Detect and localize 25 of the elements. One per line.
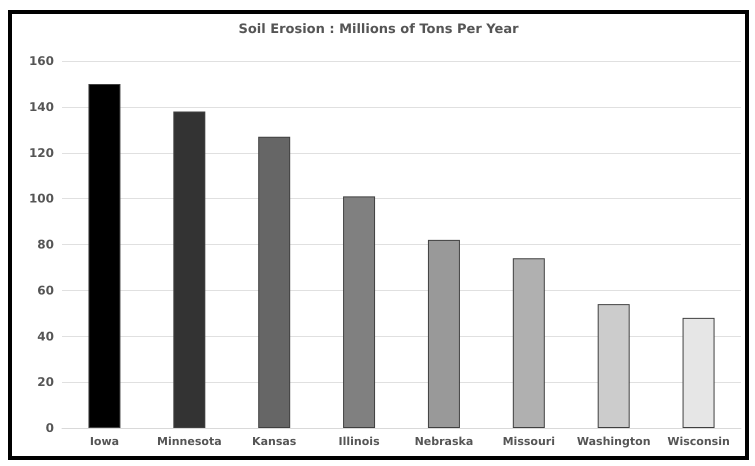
bar (258, 136, 290, 428)
x-tick-label: Minnesota (157, 435, 222, 448)
y-tick-label: 160 (28, 54, 54, 68)
bar (598, 304, 630, 428)
x-tick-label: Missouri (502, 435, 556, 448)
y-tick-label: 140 (28, 100, 54, 114)
x-tick-label: Illinois (338, 435, 380, 448)
bar (88, 84, 120, 428)
y-tick-label: 80 (37, 238, 54, 252)
x-tick-label: Kansas (252, 435, 297, 448)
bar (173, 111, 206, 428)
bar (343, 196, 376, 428)
x-tick-label: Iowa (90, 435, 120, 448)
y-tick-label: 100 (28, 192, 54, 206)
y-tick-label: 20 (37, 375, 54, 390)
bar (428, 240, 460, 428)
x-tick-label: Wisconsin (667, 435, 730, 448)
bar (512, 258, 545, 428)
x-tick-label: Nebraska (414, 435, 474, 448)
y-tick-label: 120 (28, 146, 54, 160)
x-tick-label: Washington (576, 435, 651, 448)
y-tick-label: 60 (37, 283, 54, 298)
y-tick-label: 0 (46, 421, 54, 435)
chart-title: Soil Erosion : Millions of Tons Per Year (238, 22, 520, 37)
y-tick-label: 40 (37, 329, 54, 344)
